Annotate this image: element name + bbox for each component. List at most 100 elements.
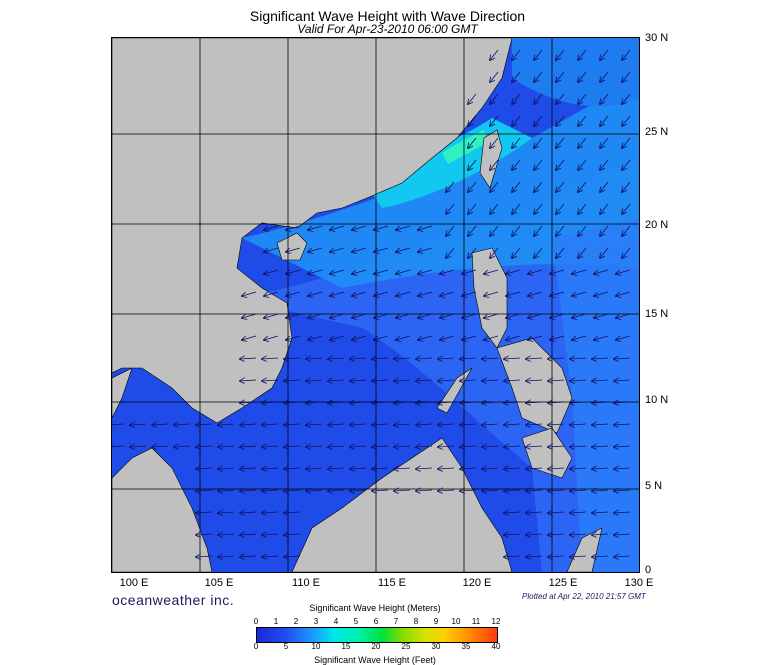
- wave-direction-arrow: [394, 468, 411, 469]
- wave-direction-arrow: [622, 203, 631, 214]
- legend-tick-ft-40: 40: [491, 642, 501, 651]
- wave-direction-arrow: [468, 93, 477, 104]
- wave-direction-arrow: [262, 424, 279, 425]
- lon-label-100e: 100 E: [119, 577, 149, 589]
- wave-direction-arrow: [548, 424, 565, 425]
- wave-direction-arrow: [594, 291, 609, 296]
- wave-direction-arrow: [306, 358, 323, 359]
- wave-direction-arrow: [240, 490, 257, 491]
- wave-direction-arrow: [460, 424, 477, 425]
- wave-direction-arrow: [460, 358, 477, 359]
- wave-direction-arrow: [352, 291, 367, 296]
- wave-direction-arrow: [372, 490, 389, 491]
- wave-direction-arrow: [528, 335, 543, 340]
- wave-direction-arrow: [506, 313, 521, 318]
- wave-direction-arrow: [506, 291, 521, 296]
- wave-direction-arrow: [262, 534, 279, 535]
- wave-direction-arrow: [446, 203, 455, 214]
- wave-direction-arrow: [504, 402, 521, 403]
- lon-label-110e: 110 E: [292, 577, 320, 589]
- wave-direction-arrow: [352, 247, 367, 252]
- wave-direction-arrow: [462, 269, 477, 274]
- wave-direction-arrow: [374, 335, 389, 340]
- wave-direction-arrow: [512, 181, 521, 192]
- wave-direction-arrow: [534, 247, 543, 258]
- wave-direction-arrow: [286, 291, 301, 296]
- wave-direction-arrow: [512, 225, 521, 236]
- wave-direction-arrow: [374, 247, 389, 252]
- wave-direction-arrow: [416, 446, 433, 447]
- wave-direction-arrow: [306, 402, 323, 403]
- wave-direction-arrow: [578, 203, 587, 214]
- wave-direction-arrow: [534, 203, 543, 214]
- wave-direction-arrow: [418, 247, 433, 252]
- wave-direction-arrow: [196, 446, 213, 447]
- wave-direction-arrow: [484, 335, 499, 340]
- wave-direction-arrow: [578, 247, 587, 258]
- wave-direction-arrow: [468, 203, 477, 214]
- legend-tick-ft-10: 10: [311, 642, 321, 651]
- wave-direction-arrow: [550, 291, 565, 296]
- wave-direction-arrow: [592, 556, 609, 557]
- wave-direction-arrow: [240, 534, 257, 535]
- wave-height-colorbar: [256, 627, 498, 643]
- legend-tick-ft-20: 20: [371, 642, 381, 651]
- wave-direction-arrow: [240, 556, 257, 557]
- wave-direction-arrow: [438, 402, 455, 403]
- wave-direction-arrow: [284, 468, 301, 469]
- wave-direction-arrow: [328, 402, 345, 403]
- legend-tick-ft-25: 25: [401, 642, 411, 651]
- wave-direction-arrow: [482, 358, 499, 359]
- wave-direction-arrow: [570, 490, 587, 491]
- wave-direction-arrow: [460, 402, 477, 403]
- wave-direction-arrow: [614, 380, 631, 381]
- wave-direction-arrow: [330, 225, 345, 230]
- wave-direction-arrow: [592, 534, 609, 535]
- wave-direction-arrow: [548, 446, 565, 447]
- wave-direction-arrow: [578, 115, 587, 126]
- wave-direction-arrow: [614, 490, 631, 491]
- wave-direction-arrow: [512, 49, 521, 60]
- wave-direction-arrow: [286, 269, 301, 274]
- wave-direction-arrow: [526, 424, 543, 425]
- wave-direction-arrow: [616, 313, 631, 318]
- wave-direction-arrow: [306, 446, 323, 447]
- wave-direction-arrow: [556, 225, 565, 236]
- wave-direction-arrow: [578, 71, 587, 82]
- wave-direction-arrow: [484, 313, 499, 318]
- legend-tick-m-10: 10: [451, 617, 461, 626]
- wave-direction-arrow: [548, 380, 565, 381]
- legend-tick-ft-30: 30: [431, 642, 441, 651]
- lat-label-5n: 5 N: [645, 480, 663, 492]
- wave-direction-arrow: [484, 269, 499, 274]
- wave-direction-arrow: [512, 159, 521, 170]
- wave-direction-arrow: [490, 93, 499, 104]
- wave-direction-arrow: [242, 335, 257, 340]
- wave-direction-arrow: [350, 468, 367, 469]
- wave-direction-arrow: [462, 335, 477, 340]
- wave-direction-arrow: [512, 115, 521, 126]
- wave-direction-arrow: [262, 380, 279, 381]
- wave-direction-arrow: [284, 380, 301, 381]
- wave-direction-arrow: [416, 424, 433, 425]
- wave-direction-arrow: [548, 512, 565, 513]
- legend-tick-m-8: 8: [413, 617, 419, 626]
- wave-direction-arrow: [468, 137, 477, 148]
- wave-direction-arrow: [622, 137, 631, 148]
- wave-direction-arrow: [504, 446, 521, 447]
- lat-label-30n: 30 N: [645, 32, 669, 44]
- wave-direction-arrow: [240, 380, 257, 381]
- wave-direction-arrow: [468, 181, 477, 192]
- wave-direction-arrow: [306, 468, 323, 469]
- wave-direction-arrow: [570, 402, 587, 403]
- wave-direction-arrow: [528, 269, 543, 274]
- wave-direction-arrow: [570, 424, 587, 425]
- wave-direction-arrow: [504, 556, 521, 557]
- wave-direction-arrow: [526, 380, 543, 381]
- wave-direction-arrow: [416, 380, 433, 381]
- wave-direction-arrow: [242, 313, 257, 318]
- wave-direction-arrow: [284, 358, 301, 359]
- wave-direction-arrow: [196, 512, 213, 513]
- wave-direction-arrow: [218, 424, 235, 425]
- wave-direction-arrow: [218, 446, 235, 447]
